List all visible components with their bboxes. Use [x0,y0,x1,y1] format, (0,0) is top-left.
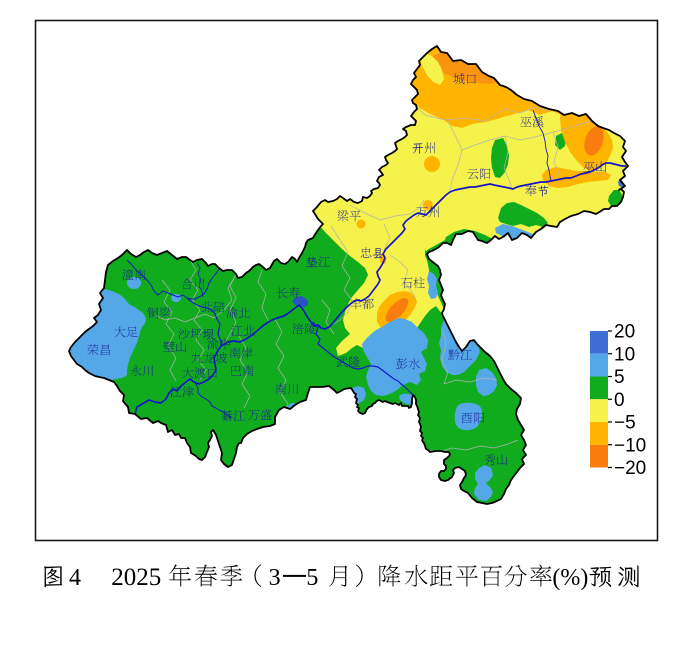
svg-text:3: 3 [269,565,281,591]
svg-text:20: 20 [614,322,635,343]
svg-text:(%): (%) [552,565,588,591]
svg-text:−10: −10 [614,435,646,456]
svg-text:−20: −20 [614,458,646,479]
svg-text:−5: −5 [614,413,636,434]
svg-text:10: 10 [614,344,635,365]
svg-text:2025: 2025 [111,564,161,591]
svg-text:0: 0 [614,390,625,411]
svg-text:5: 5 [306,565,318,591]
svg-text:5: 5 [614,367,625,388]
svg-text:4: 4 [69,565,81,591]
